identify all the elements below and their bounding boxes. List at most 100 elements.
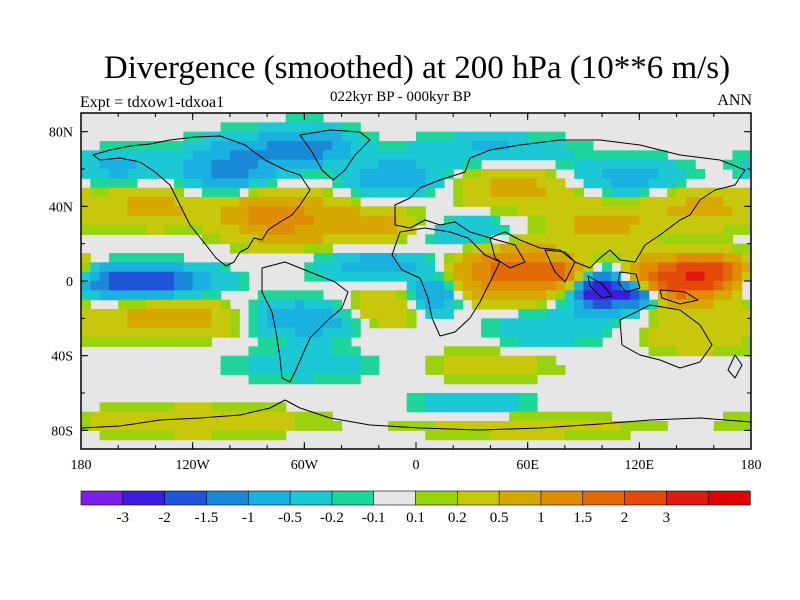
field-cell [443, 355, 454, 366]
field-cell [183, 299, 194, 310]
field-cell [555, 318, 566, 329]
field-cell [536, 411, 547, 422]
field-cell [192, 430, 203, 441]
field-cell [174, 271, 184, 282]
field-cell [127, 309, 138, 319]
field-cell [685, 215, 696, 226]
field-cell [639, 421, 650, 431]
field-cell [322, 327, 333, 338]
field-cell [341, 309, 352, 319]
field-cell [322, 197, 333, 207]
field-cell [676, 327, 687, 338]
field-cell [350, 271, 361, 282]
field-cell [220, 178, 231, 189]
field-cell [99, 327, 110, 338]
field-cell [332, 327, 343, 338]
field-cell [741, 150, 751, 161]
field-cell [536, 197, 547, 207]
field-cell [685, 159, 696, 170]
field-cell [620, 299, 631, 310]
field-cell [183, 421, 194, 431]
field-cell [146, 318, 157, 329]
field-cell [192, 421, 203, 431]
field-cell [350, 131, 361, 142]
field-cell [118, 299, 129, 310]
field-cell [108, 225, 119, 235]
field-cell [704, 234, 715, 245]
field-cell [481, 374, 492, 385]
field-cell [574, 327, 585, 338]
field-cell [201, 159, 212, 170]
field-cell [611, 215, 622, 226]
field-cell [201, 402, 212, 413]
field-cell [127, 337, 138, 347]
field-cell [248, 430, 259, 441]
field-cell [397, 169, 408, 179]
field-cell [276, 141, 287, 151]
field-cell [592, 215, 603, 226]
field-cell [108, 178, 119, 189]
field-cell [639, 225, 650, 235]
field-cell [602, 159, 613, 170]
field-cell [462, 365, 473, 375]
field-cell [397, 309, 408, 319]
field-cell [685, 309, 696, 319]
field-cell [248, 150, 259, 161]
field-cell [192, 215, 203, 226]
field-cell [183, 402, 194, 413]
field-cell [295, 374, 305, 385]
field-cell [518, 402, 529, 413]
field-cell [527, 206, 538, 217]
field-cell [127, 262, 138, 273]
field-cell [304, 187, 315, 198]
field-cell [248, 243, 259, 254]
field-cell [183, 178, 194, 189]
coast-new-guinea [659, 289, 699, 305]
field-cell [611, 430, 622, 441]
colorbar-swatch [707, 490, 751, 506]
field-cell [583, 150, 594, 161]
field-cell [136, 281, 147, 291]
field-cell [676, 243, 687, 254]
field-cell [611, 206, 622, 217]
field-cell [388, 225, 398, 235]
field-cell [499, 150, 510, 161]
field-cell [620, 253, 631, 263]
field-cell [443, 290, 454, 301]
field-cell [174, 411, 184, 422]
field-cell [183, 411, 194, 422]
field-cell [183, 309, 194, 319]
field-cell [611, 281, 622, 291]
field-cell [741, 225, 751, 235]
field-cell [397, 299, 408, 310]
field-cell [174, 159, 184, 170]
field-cell [313, 206, 324, 217]
field-cell [536, 355, 547, 366]
field-cell [201, 178, 212, 189]
field-cell [108, 411, 119, 422]
field-cell [81, 411, 91, 422]
field-cell [276, 150, 287, 161]
field-cell [322, 318, 333, 329]
field-cell [285, 355, 296, 366]
field-cell [555, 178, 566, 189]
field-cell [695, 197, 706, 207]
field-cell [425, 355, 436, 366]
field-cell [322, 131, 333, 142]
field-cell [443, 150, 454, 161]
field-cell [108, 271, 119, 282]
field-cell [369, 309, 380, 319]
field-cell [667, 346, 678, 357]
coast-antarctica [81, 399, 751, 431]
field-cell [499, 299, 510, 310]
field-cell [192, 402, 203, 413]
field-cell [332, 299, 343, 310]
field-cell [90, 411, 101, 422]
field-cell [583, 178, 594, 189]
field-cell [732, 309, 743, 319]
field-cell [648, 243, 659, 254]
field-cell [704, 337, 715, 347]
field-cell [136, 299, 147, 310]
field-cell [257, 430, 268, 441]
field-cell [369, 234, 380, 245]
